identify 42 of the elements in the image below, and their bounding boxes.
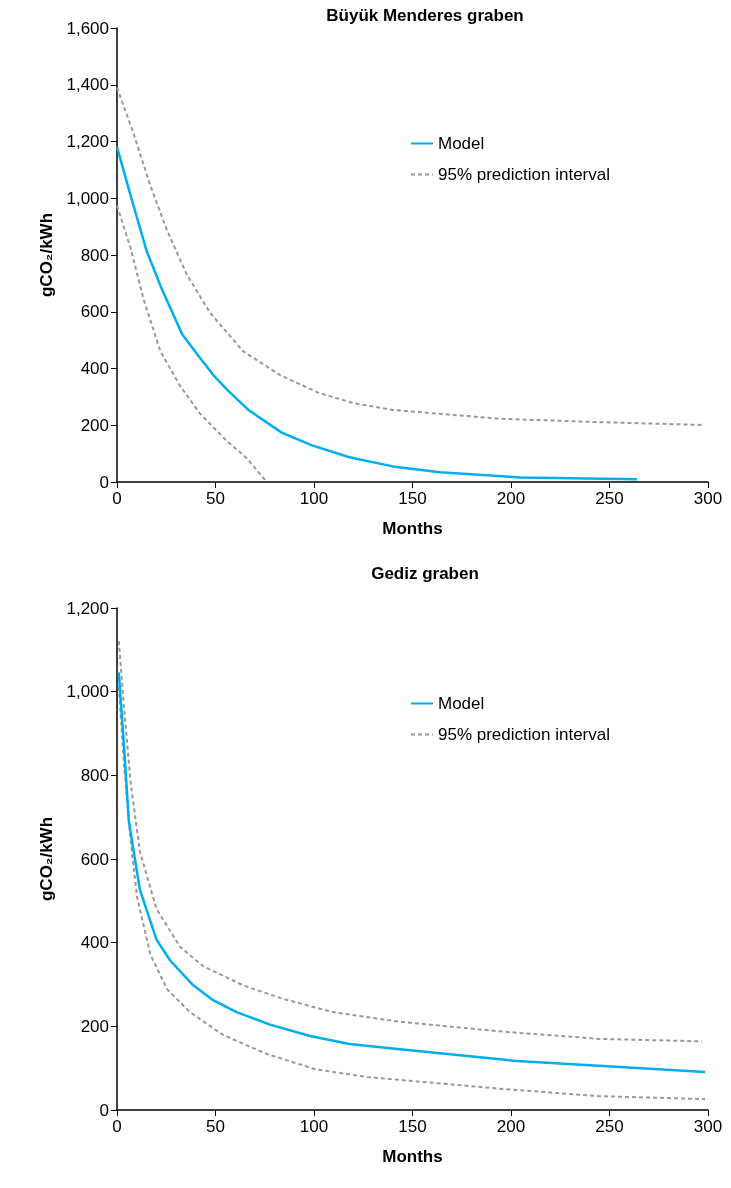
y-axis-title: gCO₂/kWh	[37, 212, 56, 298]
y-axis-title: gCO₂/kWh	[37, 816, 56, 902]
y-tick-label: 1,200	[66, 598, 109, 618]
y-tick-label: 800	[80, 765, 109, 785]
x-tick-label: 150	[398, 489, 427, 508]
line-series	[116, 204, 268, 483]
x-tick-label: 50	[206, 489, 225, 508]
legend-label: 95% prediction interval	[438, 725, 610, 744]
y-tick-label: 0	[99, 472, 109, 492]
x-tick-label: 200	[496, 489, 526, 508]
x-tick-label: 100	[299, 1117, 329, 1136]
y-tick-label: 400	[80, 933, 109, 953]
y-tick-label: 600	[80, 849, 109, 869]
y-tick-label: 200	[80, 1016, 109, 1036]
x-tick-label: 50	[206, 1117, 225, 1136]
chart-title: Büyük Menderes graben	[326, 6, 524, 25]
x-tick-label: 0	[112, 1117, 122, 1136]
x-tick-label: 300	[693, 489, 723, 508]
y-tick-label: 200	[80, 415, 109, 435]
legend-label: 95% prediction interval	[438, 165, 610, 184]
x-axis-title: Months	[382, 1147, 443, 1166]
y-tick-label: 400	[80, 359, 109, 378]
x-tick-label: 0	[112, 489, 122, 508]
x-tick-label: 250	[595, 1117, 624, 1136]
x-axis-title: Months	[382, 519, 443, 538]
y-tick-label: 1,200	[66, 132, 109, 151]
x-tick-label: 300	[693, 1117, 723, 1136]
y-tick-label: 600	[80, 302, 109, 322]
legend-label: Model	[438, 134, 485, 153]
x-tick-label: 250	[595, 489, 624, 508]
y-tick-label: 1,000	[66, 682, 109, 702]
y-tick-label: 1,600	[66, 18, 109, 38]
x-tick-label: 100	[299, 489, 329, 508]
x-tick-label: 150	[398, 1117, 427, 1136]
y-tick-label: 1,400	[66, 75, 109, 95]
y-tick-label: 0	[99, 1100, 109, 1120]
y-tick-label: 800	[80, 245, 109, 265]
x-tick-label: 200	[496, 1117, 526, 1136]
chart-title: Gediz graben	[371, 564, 479, 583]
line-series	[116, 86, 704, 426]
legend-label: Model	[438, 694, 485, 713]
y-tick-label: 1,000	[66, 188, 109, 208]
